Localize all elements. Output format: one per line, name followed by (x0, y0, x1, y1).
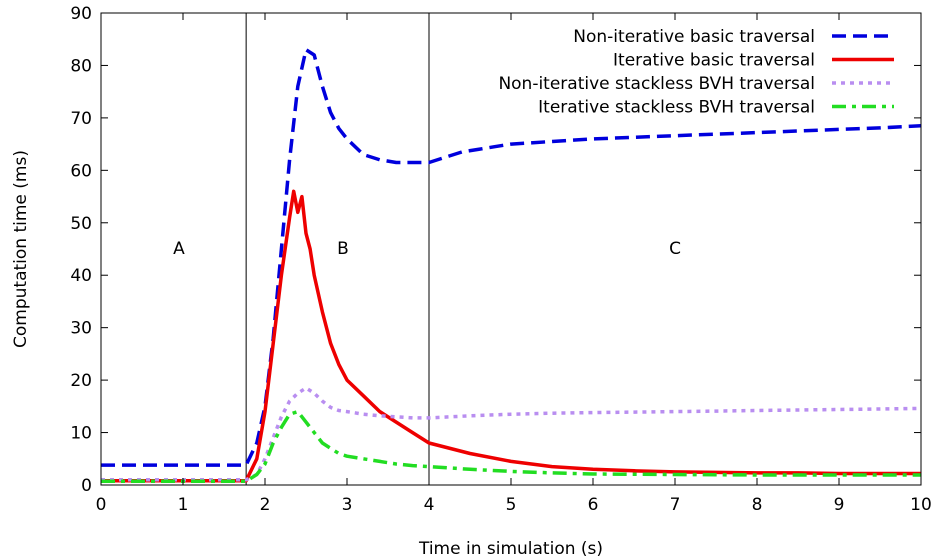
y-tick-label: 50 (70, 214, 92, 234)
x-tick-label: 5 (506, 495, 517, 515)
y-tick-label: 0 (81, 476, 92, 496)
y-tick-label: 60 (70, 161, 92, 181)
x-tick-label: 10 (910, 495, 932, 515)
region-labels: A B C (173, 239, 681, 259)
x-tick-label: 0 (96, 495, 107, 515)
y-tick-label: 70 (70, 109, 92, 129)
y-tick-label: 20 (70, 371, 92, 391)
y-tick-label: 30 (70, 319, 92, 339)
series-line-3 (101, 386, 922, 482)
region-dividers (245, 13, 430, 485)
legend-label: Non-iterative basic traversal (573, 27, 815, 47)
region-label-b: B (337, 239, 349, 259)
x-axis: 0 1 2 3 4 5 6 7 8 9 10 (96, 13, 932, 515)
y-tick-label: 10 (70, 424, 92, 444)
y-tick-label: 80 (70, 56, 92, 76)
x-tick-label: 8 (752, 495, 763, 515)
y-axis-title: Computation time (ms) (11, 150, 31, 348)
legend-label: Non-iterative stackless BVH traversal (498, 74, 815, 94)
y-tick-label: 90 (70, 4, 92, 24)
legend-label: Iterative stackless BVH traversal (538, 98, 815, 118)
legend: Non-iterative basic traversal Iterative b… (498, 27, 894, 118)
series-line-2 (101, 189, 921, 483)
x-axis-title: Time in simulation (s) (418, 539, 603, 559)
region-label-a: A (173, 239, 185, 259)
x-tick-label: 7 (670, 495, 681, 515)
x-tick-label: 3 (342, 495, 353, 515)
legend-label: Iterative basic traversal (613, 51, 815, 71)
x-tick-label: 6 (588, 495, 599, 515)
series-lines (101, 47, 922, 484)
x-tick-label: 2 (260, 495, 271, 515)
y-tick-label: 40 (70, 266, 92, 286)
y-axis: 0 10 20 30 40 50 60 70 80 90 (70, 4, 921, 496)
x-tick-label: 4 (424, 495, 435, 515)
region-label-c: C (669, 239, 681, 259)
x-tick-label: 9 (834, 495, 845, 515)
x-tick-label: 1 (178, 495, 189, 515)
series-line-4 (101, 409, 921, 484)
